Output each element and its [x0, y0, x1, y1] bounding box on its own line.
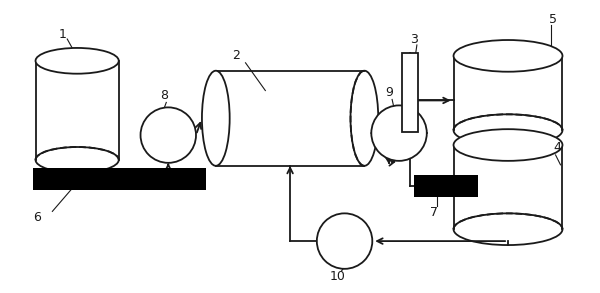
Ellipse shape — [454, 129, 562, 161]
Bar — [216, 71, 364, 166]
Circle shape — [371, 105, 427, 161]
Ellipse shape — [350, 71, 378, 166]
Text: 3: 3 — [410, 33, 418, 45]
Text: 6: 6 — [34, 211, 41, 224]
Ellipse shape — [202, 71, 230, 166]
Ellipse shape — [454, 40, 562, 72]
Text: 10: 10 — [330, 270, 346, 283]
Text: 2: 2 — [232, 49, 239, 62]
Text: 1: 1 — [58, 28, 66, 40]
Text: 5: 5 — [548, 13, 557, 26]
Ellipse shape — [454, 114, 562, 146]
Bar — [35, 61, 119, 160]
Text: 4: 4 — [554, 142, 562, 154]
Circle shape — [140, 107, 196, 163]
Text: 8: 8 — [160, 89, 168, 102]
Ellipse shape — [454, 213, 562, 245]
Text: 7: 7 — [430, 206, 438, 219]
Text: 9: 9 — [385, 86, 393, 99]
Bar — [402, 53, 418, 132]
Ellipse shape — [35, 147, 119, 173]
Bar — [414, 175, 478, 197]
Circle shape — [317, 213, 373, 269]
Ellipse shape — [35, 48, 119, 74]
Bar — [32, 168, 206, 190]
Bar — [454, 56, 562, 130]
Bar — [454, 145, 562, 229]
